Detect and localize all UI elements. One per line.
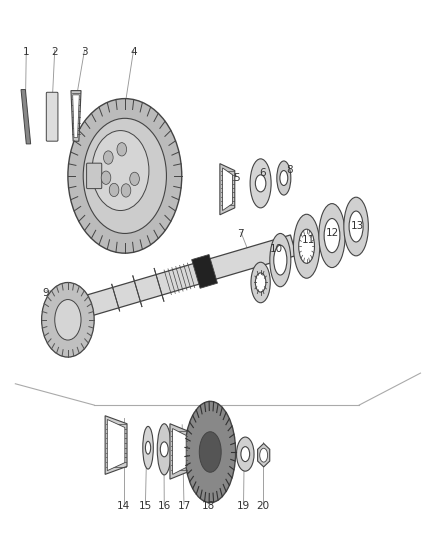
Ellipse shape (157, 424, 171, 475)
Ellipse shape (251, 262, 270, 303)
Ellipse shape (349, 211, 363, 242)
Polygon shape (73, 95, 79, 138)
Ellipse shape (270, 233, 291, 287)
Ellipse shape (260, 448, 268, 462)
Ellipse shape (237, 437, 254, 471)
Ellipse shape (109, 183, 119, 197)
Ellipse shape (241, 447, 250, 462)
Ellipse shape (130, 172, 139, 185)
Text: 7: 7 (237, 229, 244, 239)
Ellipse shape (92, 131, 149, 211)
Text: 6: 6 (259, 168, 266, 178)
Polygon shape (74, 235, 297, 319)
Ellipse shape (143, 426, 153, 469)
Text: 1: 1 (23, 47, 30, 57)
Ellipse shape (101, 171, 111, 184)
Polygon shape (173, 429, 186, 474)
Ellipse shape (55, 300, 81, 340)
Text: 18: 18 (201, 501, 215, 511)
Text: 20: 20 (256, 501, 269, 511)
Ellipse shape (42, 282, 94, 357)
Text: 9: 9 (42, 288, 49, 298)
Ellipse shape (255, 175, 266, 192)
Text: 13: 13 (350, 221, 364, 231)
Polygon shape (223, 168, 233, 211)
Ellipse shape (324, 219, 340, 253)
Text: 8: 8 (286, 165, 293, 175)
Text: 2: 2 (51, 47, 58, 57)
Ellipse shape (103, 151, 113, 164)
Polygon shape (105, 416, 127, 474)
Polygon shape (21, 90, 31, 144)
Text: 3: 3 (81, 47, 88, 57)
Ellipse shape (280, 171, 288, 185)
FancyBboxPatch shape (46, 92, 58, 141)
Ellipse shape (199, 432, 221, 472)
Ellipse shape (121, 184, 131, 197)
Ellipse shape (250, 159, 271, 208)
Ellipse shape (344, 197, 368, 256)
FancyBboxPatch shape (87, 163, 102, 189)
Text: 5: 5 (233, 173, 240, 183)
Ellipse shape (255, 273, 266, 292)
Polygon shape (107, 419, 125, 471)
Ellipse shape (160, 442, 168, 457)
Polygon shape (170, 424, 188, 479)
Text: 19: 19 (237, 501, 250, 511)
Ellipse shape (185, 401, 236, 503)
Ellipse shape (319, 204, 345, 268)
Ellipse shape (145, 441, 151, 454)
Polygon shape (192, 255, 217, 288)
Text: 10: 10 (269, 244, 283, 254)
Text: 15: 15 (139, 501, 152, 511)
Text: 16: 16 (158, 501, 171, 511)
Ellipse shape (299, 229, 314, 263)
Polygon shape (220, 164, 235, 215)
Ellipse shape (68, 99, 182, 253)
Text: 12: 12 (325, 228, 339, 238)
Ellipse shape (83, 118, 166, 233)
Ellipse shape (293, 214, 320, 278)
Ellipse shape (274, 245, 287, 275)
Polygon shape (258, 443, 270, 467)
Text: 17: 17 (177, 501, 191, 511)
Text: 11: 11 (302, 235, 315, 245)
Ellipse shape (277, 161, 291, 195)
Text: 14: 14 (117, 501, 130, 511)
Text: 4: 4 (130, 47, 137, 57)
Polygon shape (71, 91, 81, 141)
Ellipse shape (117, 143, 127, 156)
